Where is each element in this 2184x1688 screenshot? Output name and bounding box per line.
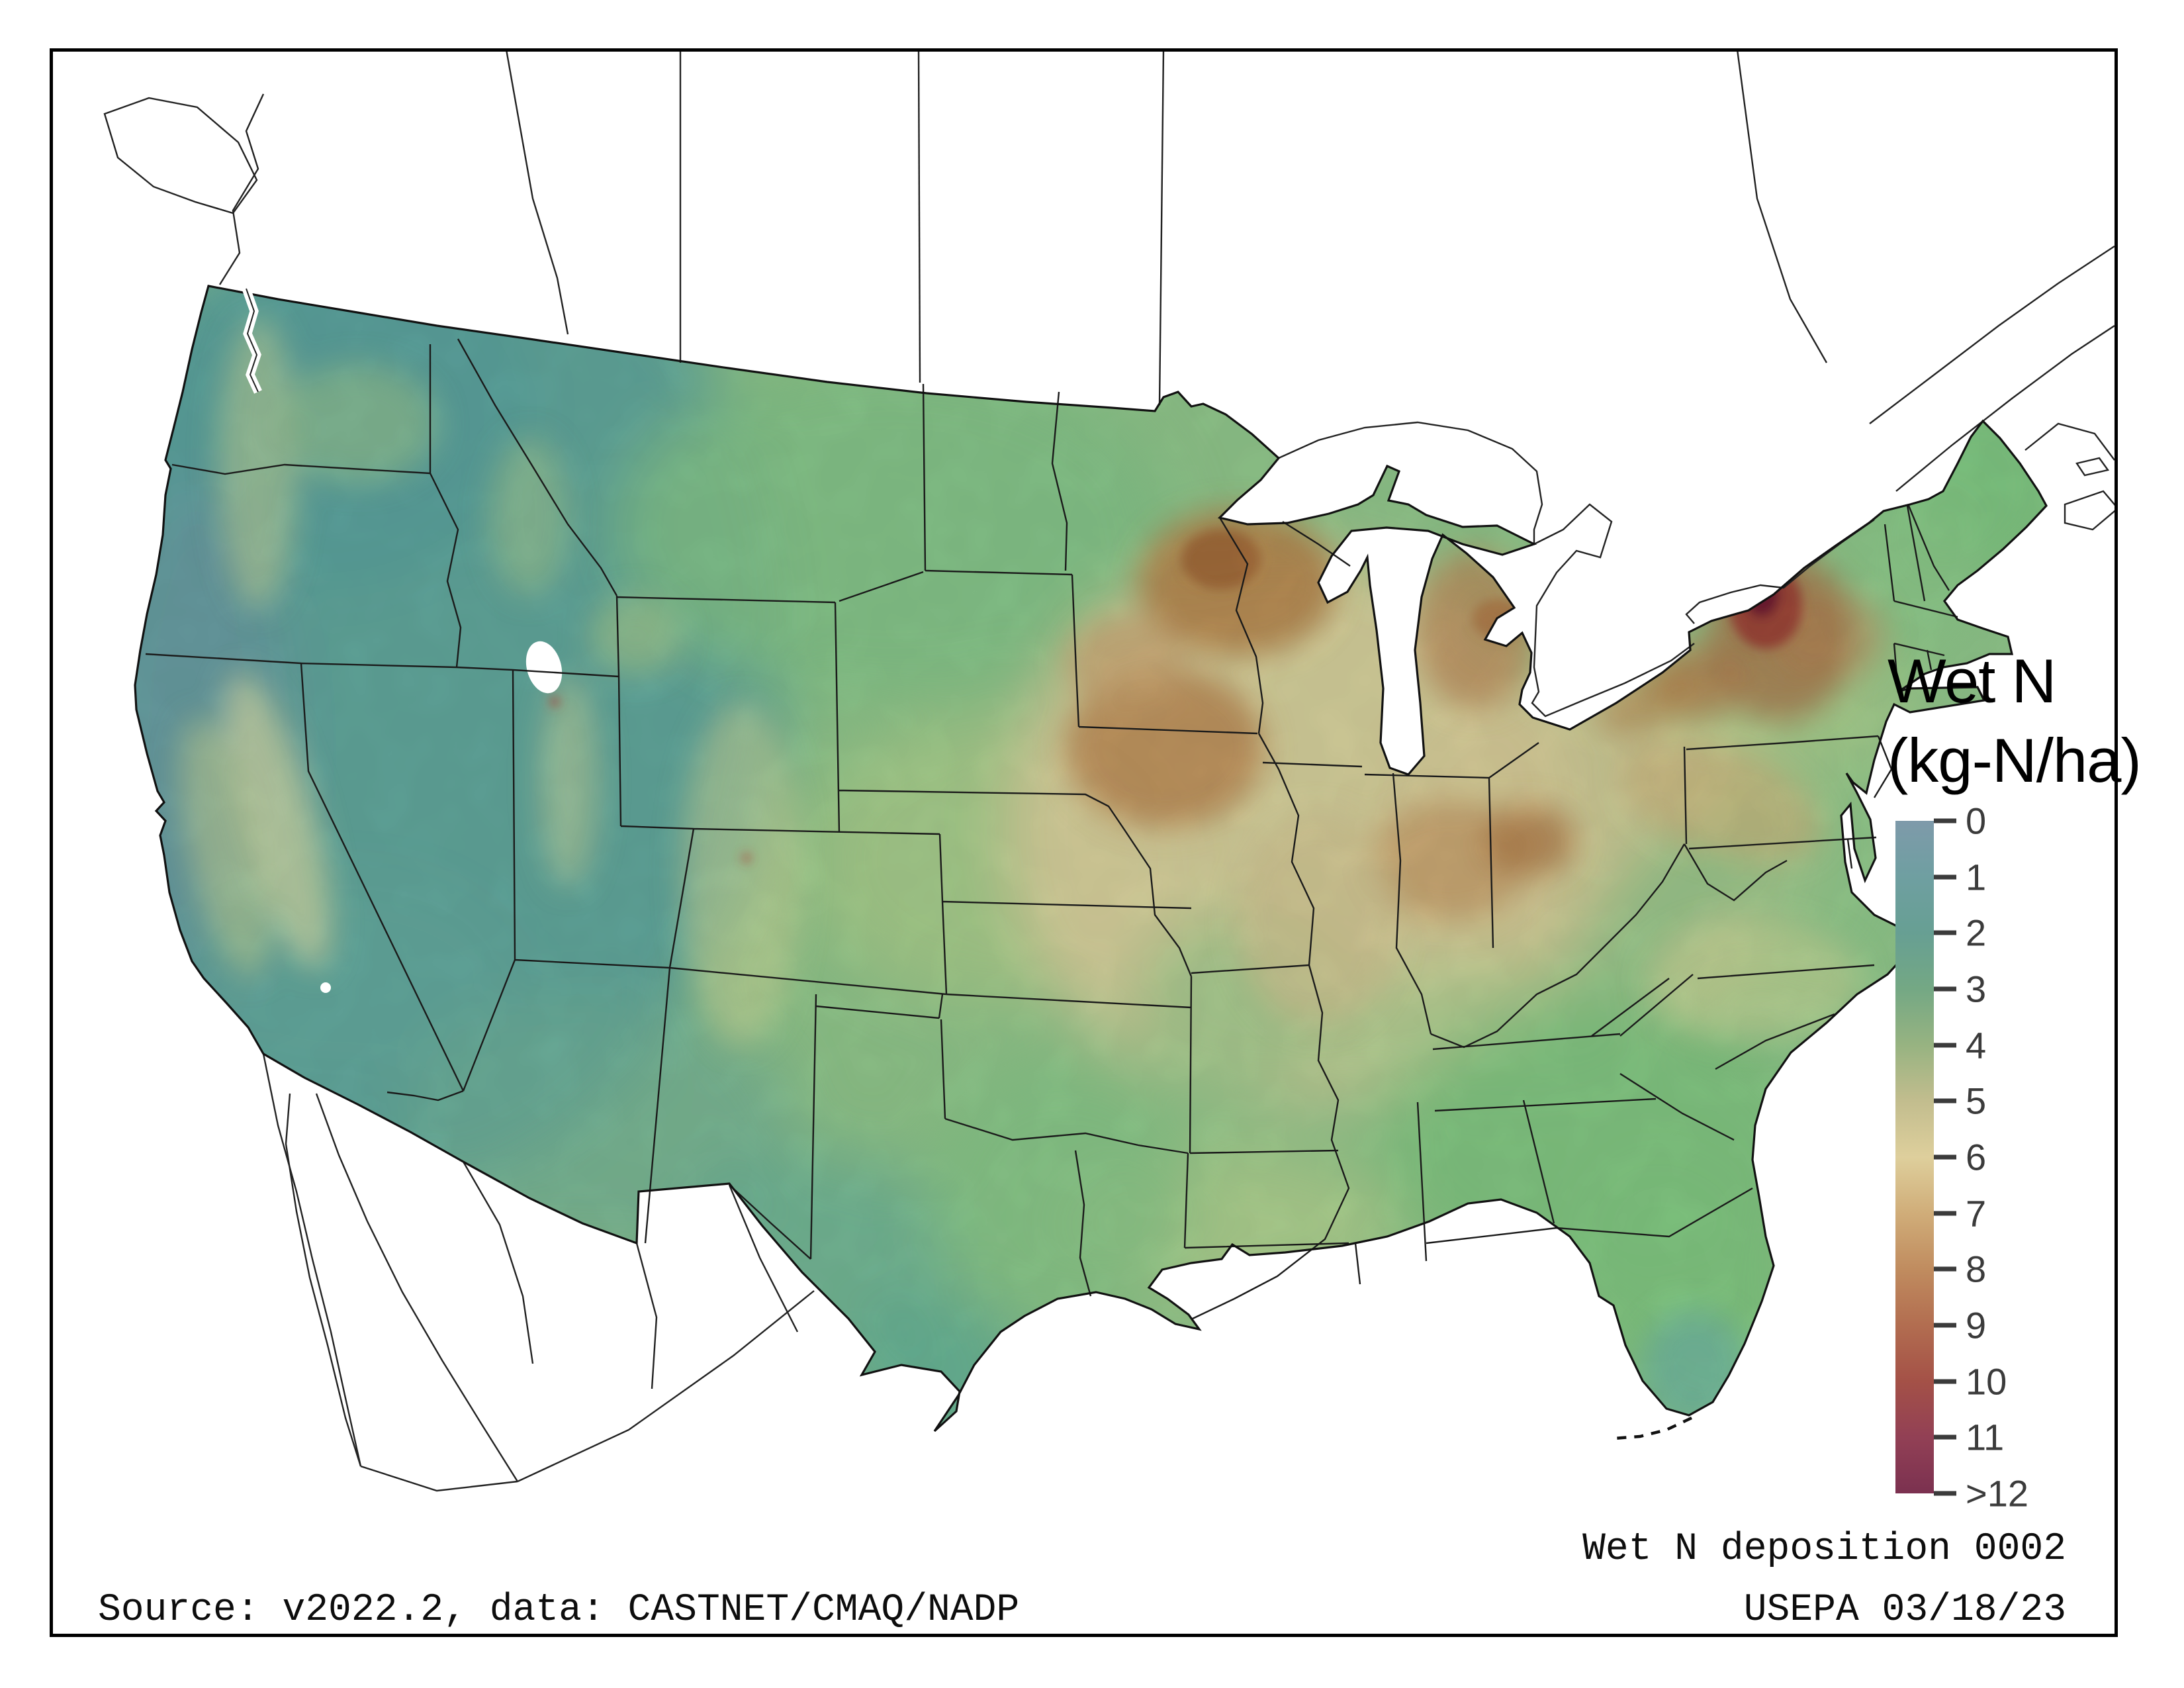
baja-west-coast xyxy=(262,1053,362,1467)
lake-huron-erie-north-shore xyxy=(1531,503,1695,718)
tick-label: 0 xyxy=(1966,800,1987,842)
tick-mark xyxy=(1934,1211,1956,1216)
tick-mark xyxy=(1934,818,1956,823)
tick-mark xyxy=(1934,1491,1956,1496)
tick-mark xyxy=(1934,1266,1956,1272)
source-note: Source: v2022.2, data: CASTNET/CMAQ/NADP xyxy=(98,1589,1020,1632)
tick-mark xyxy=(1934,1043,1956,1048)
tick-mark xyxy=(1934,930,1956,935)
puget-sound xyxy=(242,287,262,394)
tick-label: 4 xyxy=(1966,1024,1987,1066)
tick-mark xyxy=(1934,1434,1956,1440)
tick-label: 1 xyxy=(1966,856,1987,898)
tick-label: 7 xyxy=(1966,1192,1987,1235)
tick-mark xyxy=(1934,1154,1956,1160)
tick-mark xyxy=(1934,1323,1956,1328)
lake-superior-north-shore xyxy=(1278,421,1543,544)
colorbar-tick-2: 2 xyxy=(1934,912,1986,955)
tick-label: 6 xyxy=(1966,1136,1987,1178)
colorbar-tick-11: 11 xyxy=(1934,1416,2004,1459)
vancouver-island xyxy=(103,97,258,214)
tick-label: 5 xyxy=(1966,1080,1987,1122)
legend-units: (kg-N/ha) xyxy=(1888,726,2142,795)
tick-label: 10 xyxy=(1966,1360,2007,1403)
colorbar-tick-1: 1 xyxy=(1934,855,1986,898)
inland-water xyxy=(320,641,563,993)
colorbar-tick-6: 6 xyxy=(1934,1136,1986,1179)
state-borders xyxy=(145,338,1958,1320)
lake-ontario-north-shore xyxy=(1685,519,1875,624)
tick-label: 9 xyxy=(1966,1304,1987,1346)
great-salt-lake xyxy=(525,641,563,694)
colorbar-tick-5: 5 xyxy=(1934,1080,1986,1123)
colorbar-tick-9: 9 xyxy=(1934,1304,1986,1347)
colorbar-tick->12: >12 xyxy=(1934,1472,2028,1515)
tick-label: 3 xyxy=(1966,968,1987,1010)
map-annotation: Wet N deposition 0002 xyxy=(1582,1528,2066,1571)
colorbar-ticks: 0 1 2 3 4 5 6 7 8 9 10 11 >12 xyxy=(1934,800,2106,1515)
tick-mark xyxy=(1934,1098,1956,1103)
tick-mark xyxy=(1934,986,1956,992)
tick-label: >12 xyxy=(1966,1472,2028,1515)
colorbar-tick-8: 8 xyxy=(1934,1248,1986,1291)
colorbar-tick-0: 0 xyxy=(1934,800,1986,843)
tick-mark xyxy=(1934,1379,1956,1384)
tick-label: 11 xyxy=(1966,1416,2005,1458)
colorbar-tick-10: 10 xyxy=(1934,1360,2007,1403)
colorbar-tick-4: 4 xyxy=(1934,1023,1986,1066)
colorbar xyxy=(1895,821,1934,1493)
us-outline xyxy=(134,285,2048,1432)
florida-keys xyxy=(1613,1416,1692,1440)
tick-mark xyxy=(1934,874,1956,880)
tick-label: 8 xyxy=(1966,1248,1987,1290)
canada-borders xyxy=(103,52,2115,718)
mexico-borders xyxy=(262,1053,815,1492)
colorbar-tick-7: 7 xyxy=(1934,1192,1986,1235)
colorbar-tick-3: 3 xyxy=(1934,968,1986,1011)
salton-sea xyxy=(320,982,331,993)
map-frame xyxy=(50,48,2118,1637)
agency-date: USEPA 03/18/23 xyxy=(1743,1589,2066,1632)
legend-title: Wet N xyxy=(1888,646,2056,716)
tick-label: 2 xyxy=(1966,912,1987,954)
